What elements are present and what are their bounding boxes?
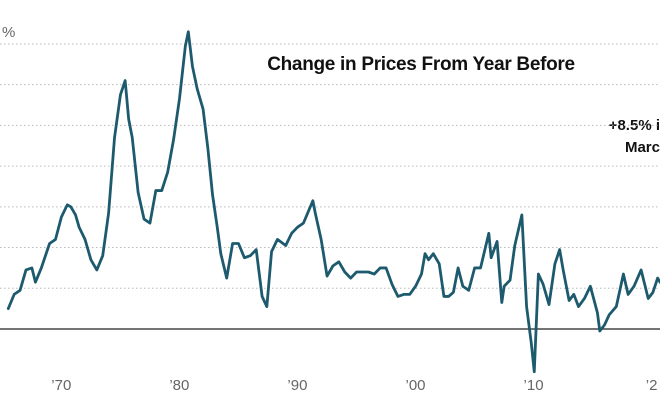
x-tick-label: ’90 <box>287 377 307 394</box>
chart-title: Change in Prices From Year Before <box>267 54 575 75</box>
annotation: Marc <box>625 139 660 156</box>
x-tick-label: ’2 <box>646 377 658 394</box>
annotation: +8.5% i <box>609 117 660 134</box>
x-tick-label: ’10 <box>524 377 544 394</box>
x-tick-label: ’00 <box>405 377 425 394</box>
line <box>6 30 660 374</box>
x-tick-label: ’70 <box>51 377 71 394</box>
x-tick-label: ’80 <box>169 377 189 394</box>
y-tick-label: % <box>2 24 15 41</box>
